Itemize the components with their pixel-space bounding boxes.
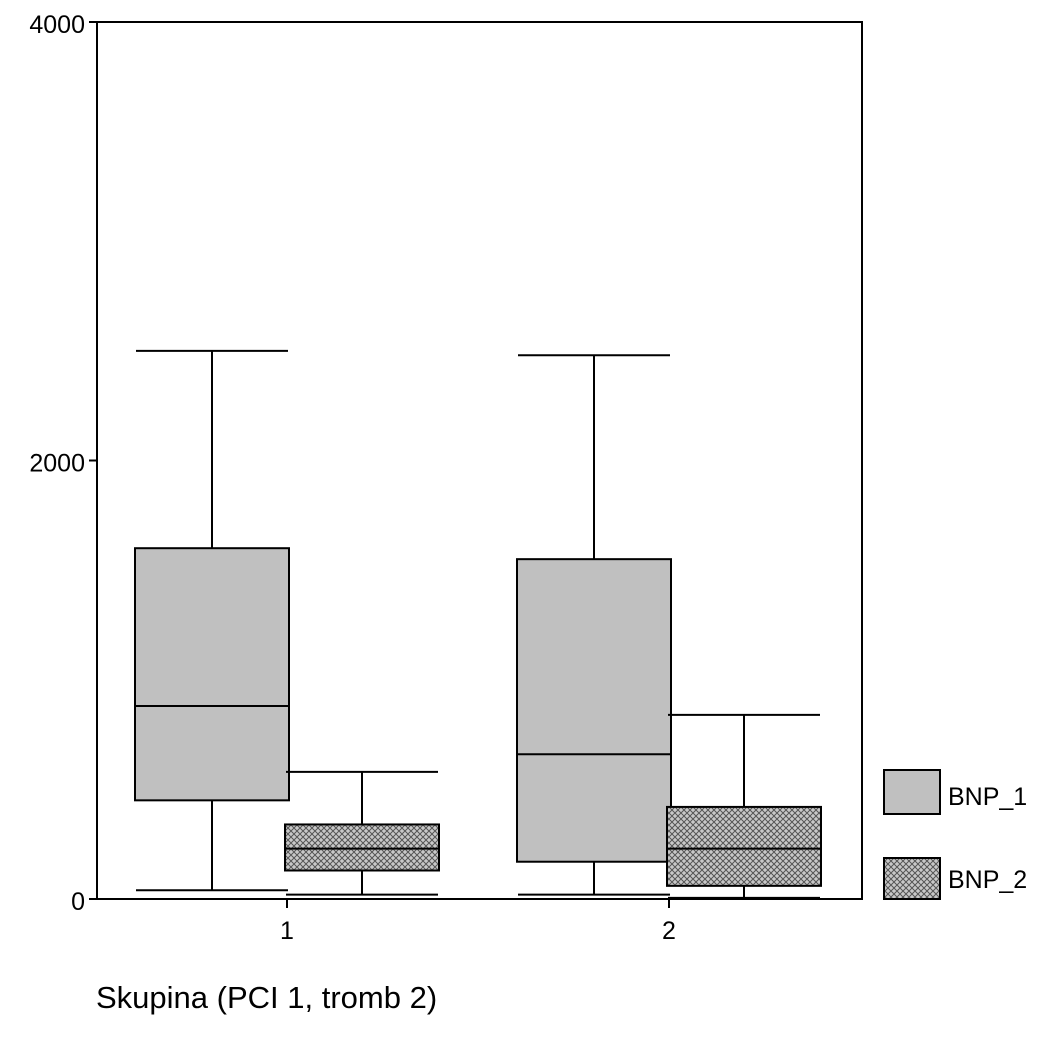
legend: BNP_1 BNP_2 <box>883 769 1027 900</box>
box-bnp_2-group-1 <box>284 770 440 896</box>
axes: 0 2000 4000 1 2 <box>29 11 863 945</box>
legend-swatch-bnp_2 <box>883 857 941 900</box>
y-tick-label: 0 <box>71 888 85 916</box>
box-bnp_1-group-2 <box>516 354 672 896</box>
y-tick-label: 4000 <box>29 11 85 39</box>
plot-area <box>134 349 822 899</box>
box-iqr <box>666 805 822 887</box>
legend-label-bnp_2: BNP_2 <box>948 866 1027 894</box>
legend-swatch-bnp_1 <box>883 769 941 815</box>
x-tick-label: 1 <box>280 917 294 945</box>
box-bnp_1-group-1 <box>134 349 290 892</box>
box-iqr <box>134 547 290 802</box>
x-tick-label: 2 <box>662 917 676 945</box>
box-iqr <box>284 823 440 872</box>
legend-label-bnp_1: BNP_1 <box>948 783 1027 811</box>
y-tick-label: 2000 <box>29 450 85 478</box>
box-bnp_2-group-2 <box>666 713 822 899</box>
x-axis-title: Skupina (PCI 1, tromb 2) <box>96 980 438 1015</box>
box-iqr <box>516 558 672 863</box>
